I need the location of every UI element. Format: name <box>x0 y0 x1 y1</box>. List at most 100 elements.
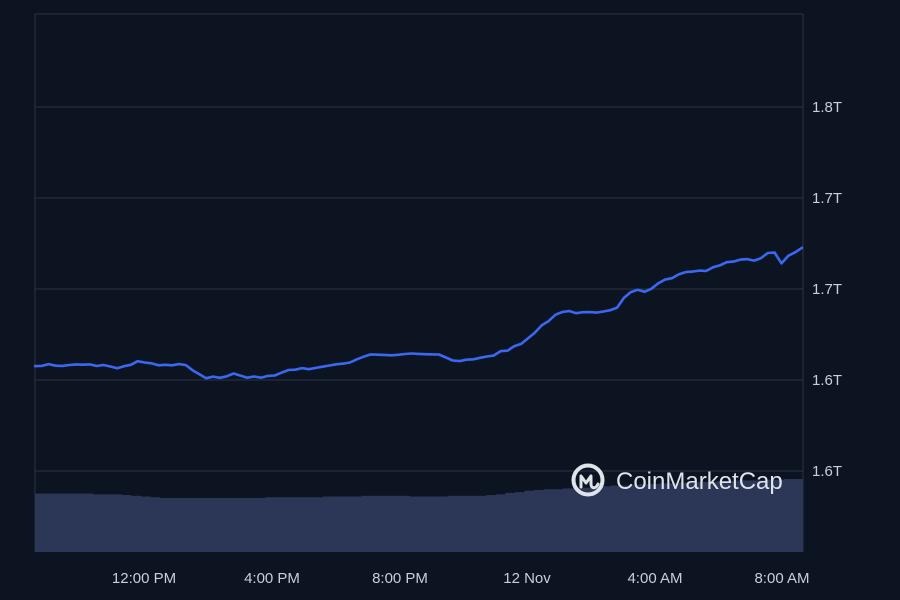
volume-bar <box>745 480 756 552</box>
volume-bar <box>198 497 209 552</box>
volume-bar <box>428 496 439 552</box>
volume-bar <box>438 496 449 552</box>
volume-bar <box>303 497 314 552</box>
volume-bar <box>294 497 305 552</box>
volume-bar <box>83 493 93 552</box>
volume-bar <box>582 487 593 552</box>
plot-frame <box>34 14 804 552</box>
volume-bar <box>793 479 804 552</box>
volume-bar <box>495 494 506 552</box>
x-tick-label: 12 Nov <box>503 570 551 587</box>
y-tick-label: 1.6T <box>812 372 842 389</box>
volume-bar <box>102 494 113 552</box>
volume-bar <box>755 480 765 552</box>
coinmarketcap-logo-icon <box>571 463 605 497</box>
volume-bar <box>207 497 218 552</box>
volume-bar <box>697 481 708 552</box>
volume-bar <box>409 496 420 552</box>
volume-bar <box>563 488 573 552</box>
volume-bar <box>140 496 151 552</box>
volume-bar <box>707 481 717 552</box>
x-tick-label: 12:00 PM <box>112 570 176 587</box>
grid <box>35 13 803 472</box>
volume-bar <box>620 485 631 552</box>
volume-bar <box>332 496 343 552</box>
x-axis-ticks: 12:00 PM 4:00 PM 8:00 PM 12 Nov 4:00 AM 8:00 … <box>112 570 810 587</box>
y-tick-label: 1.6T <box>812 463 842 480</box>
y-tick-label: 1.7T <box>812 281 842 298</box>
volume-bar <box>227 497 237 552</box>
volume-bar <box>159 497 170 552</box>
volume-bar <box>447 495 458 552</box>
x-tick-label: 8:00 AM <box>754 570 809 587</box>
volume-bar <box>342 496 353 552</box>
volume-bar <box>179 497 189 552</box>
volume-bar <box>275 497 285 552</box>
volume-bar <box>716 481 727 552</box>
volume-bar <box>246 497 257 552</box>
volume-bar <box>515 492 525 552</box>
volume-bar <box>630 484 641 552</box>
coinmarketcap-watermark: CoinMarketCap <box>571 463 783 497</box>
volume-bar <box>764 479 775 552</box>
volume-bar <box>92 494 103 552</box>
volume-bar <box>543 489 554 552</box>
volume-bar <box>486 495 497 552</box>
volume-bar <box>668 483 679 552</box>
volume-bar <box>150 497 161 552</box>
volume-bar <box>390 495 401 552</box>
volume-bar <box>639 484 650 552</box>
volume-bar <box>188 497 199 552</box>
volume-bar <box>457 495 468 552</box>
volume-bar <box>63 493 74 552</box>
y-tick-label: 1.8T <box>812 99 842 116</box>
volume-bar <box>505 492 516 552</box>
volume-bar <box>524 490 535 552</box>
volume-bars <box>35 479 804 552</box>
volume-bar <box>601 486 612 552</box>
volume-bar <box>361 495 372 552</box>
volume-bar <box>399 495 410 552</box>
volume-bar <box>553 489 564 552</box>
volume-bar <box>111 494 122 552</box>
volume-bar <box>323 496 333 552</box>
price-line-group <box>33 246 804 380</box>
volume-bar <box>419 496 429 552</box>
volume-bar <box>121 495 132 552</box>
volume-bar <box>169 497 180 552</box>
volume-bar <box>611 485 621 552</box>
volume-bar <box>54 493 65 552</box>
volume-bar <box>284 497 295 552</box>
x-tick-label: 4:00 AM <box>627 570 682 587</box>
volume-bar <box>649 484 660 552</box>
volume-bar <box>659 483 669 552</box>
volume-bar <box>476 495 487 552</box>
volume-bar <box>73 493 84 552</box>
volume-bar <box>735 480 746 552</box>
volume-bar <box>467 495 477 552</box>
volume-bar <box>774 479 785 552</box>
volume-bar <box>380 495 391 552</box>
volume-bar <box>255 497 266 552</box>
watermark-brand-text: CoinMarketCap <box>616 468 783 495</box>
volume-bar <box>351 496 362 552</box>
x-tick-label: 4:00 PM <box>244 570 300 587</box>
volume-bar <box>534 489 545 552</box>
price-line <box>33 246 804 380</box>
volume-bar <box>35 493 45 552</box>
y-axis-ticks: 1.8T 1.7T 1.7T 1.6T 1.6T <box>812 99 842 480</box>
volume-bar <box>371 495 381 552</box>
volume-bar <box>313 497 324 552</box>
volume-bar <box>678 482 689 552</box>
volume-bar <box>217 497 228 552</box>
y-tick-label: 1.7T <box>812 190 842 207</box>
volume-bar <box>726 481 737 552</box>
volume-bar <box>783 479 794 552</box>
volume-bar <box>265 497 276 552</box>
volume-bar <box>131 495 141 552</box>
volume-bar <box>687 482 698 552</box>
volume-bar <box>572 488 583 552</box>
volume-bar <box>236 497 247 552</box>
